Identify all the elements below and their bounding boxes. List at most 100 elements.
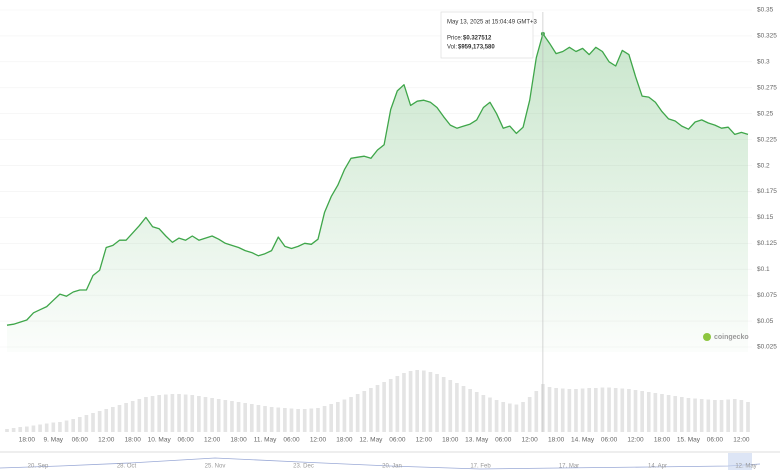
- tooltip: May 13, 2025 at 15:04:49 GMT+3 Price: $0…: [440, 11, 538, 59]
- volume-bar: [415, 370, 420, 432]
- x-tick-label: 12:00: [98, 437, 115, 444]
- volume-bar: [335, 402, 340, 432]
- x-tick-label: 18:00: [230, 437, 247, 444]
- y-tick-label: $0.3: [757, 59, 770, 66]
- tooltip-price-label: Price:: [447, 36, 463, 42]
- volume-bar: [216, 399, 221, 432]
- volume-bar: [183, 394, 188, 432]
- volume-bar: [256, 405, 261, 432]
- volume-layer: [5, 370, 750, 432]
- volume-bar: [58, 422, 62, 432]
- volume-bar: [71, 419, 75, 432]
- volume-bar: [276, 407, 281, 432]
- x-tick-label: 18:00: [125, 437, 142, 444]
- volume-bar: [31, 425, 36, 432]
- volume-bar: [309, 408, 314, 432]
- volume-bar: [660, 394, 664, 432]
- x-tick-label: 06:00: [601, 437, 618, 444]
- y-tick-label: $0.2: [757, 162, 770, 169]
- volume-bar: [653, 393, 658, 432]
- volume-bar: [402, 373, 406, 432]
- volume-bar: [666, 395, 671, 432]
- volume-bar: [746, 402, 750, 432]
- x-tick-label: 15. May: [677, 437, 701, 444]
- y-tick-label: $0.25: [757, 110, 774, 117]
- x-tick-label: 06:00: [72, 437, 89, 444]
- volume-bar: [342, 399, 347, 432]
- volume-bar: [362, 391, 367, 432]
- volume-bar: [547, 387, 552, 432]
- x-tick-label: 12:00: [522, 437, 539, 444]
- x-tick-label: 12:00: [416, 437, 433, 444]
- x-tick-label: 12:00: [627, 437, 644, 444]
- x-tick-label: 18:00: [336, 437, 353, 444]
- volume-bar: [137, 399, 142, 432]
- volume-bar: [448, 380, 453, 432]
- navigator-label: 17. Feb: [470, 464, 491, 470]
- volume-bar: [84, 415, 89, 432]
- logo: [703, 333, 711, 341]
- navigator-label: 14. Apr: [648, 464, 667, 470]
- watermark-text: coingecko: [714, 334, 749, 341]
- volume-bar: [302, 409, 307, 432]
- volume-bar: [640, 391, 644, 432]
- y-tick-label: $0.275: [757, 84, 777, 91]
- navigator-label: 12. May: [735, 464, 756, 470]
- y-tick-label: $0.225: [757, 136, 777, 143]
- volume-bar: [560, 388, 565, 432]
- x-tick-label: 12:00: [733, 437, 750, 444]
- volume-bar: [594, 388, 598, 432]
- volume-bar: [388, 379, 393, 432]
- tooltip-date: May 13, 2025 at 15:04:49 GMT+3: [447, 20, 538, 26]
- y-tick-label: $0.35: [757, 7, 774, 14]
- x-tick-label: 06:00: [495, 437, 512, 444]
- navigator-label: 20. Jan: [382, 464, 402, 470]
- x-tick-label: 18:00: [654, 437, 671, 444]
- volume-bar: [349, 397, 353, 432]
- volume-bar: [124, 403, 128, 432]
- volume-bar: [468, 389, 472, 432]
- volume-bar: [706, 399, 711, 432]
- volume-bar: [190, 395, 195, 432]
- volume-bar: [51, 422, 56, 432]
- navigator-label: 23. Dec: [293, 464, 314, 470]
- volume-bar: [243, 403, 247, 432]
- volume-bar: [249, 404, 254, 432]
- volume-bar: [620, 388, 625, 432]
- volume-bar: [527, 397, 532, 432]
- x-tick-label: 06:00: [389, 437, 406, 444]
- x-tick-label: 11. May: [254, 437, 277, 444]
- volume-bar: [382, 382, 386, 432]
- volume-bar: [269, 407, 274, 432]
- volume-bar: [150, 396, 155, 432]
- volume-bar: [686, 398, 691, 432]
- tooltip-box: [440, 11, 534, 59]
- volume-bar: [111, 407, 115, 432]
- navigator-selection[interactable]: [728, 453, 752, 470]
- x-tick-label: 18:00: [19, 437, 36, 444]
- y-tick-label: $0.1: [757, 266, 770, 273]
- x-tick-label: 12. May: [359, 437, 383, 444]
- volume-bar: [5, 429, 9, 432]
- tooltip-vol-label: Vol:: [447, 45, 457, 51]
- volume-bar: [600, 387, 605, 432]
- volume-bar: [574, 389, 578, 432]
- y-tick-label: $0.325: [757, 33, 777, 40]
- volume-bar: [210, 398, 214, 432]
- volume-bar: [461, 386, 466, 432]
- volume-bar: [521, 402, 525, 432]
- volume-bar: [587, 388, 592, 432]
- volume-bar: [77, 417, 82, 432]
- volume-bar: [296, 409, 300, 432]
- volume-bar: [580, 388, 585, 432]
- volume-bar: [104, 409, 109, 432]
- volume-bar: [355, 394, 360, 432]
- volume-bar: [534, 391, 539, 432]
- volume-bar: [144, 397, 148, 432]
- navigator-label: 20. Sep: [28, 464, 49, 470]
- navigator-labels: 20. Sep 28. Oct 25. Nov 23. Dec 20. Jan 17. F…: [28, 464, 757, 470]
- volume-bar: [441, 377, 446, 432]
- volume-bar: [11, 428, 16, 432]
- volume-bar: [130, 401, 135, 432]
